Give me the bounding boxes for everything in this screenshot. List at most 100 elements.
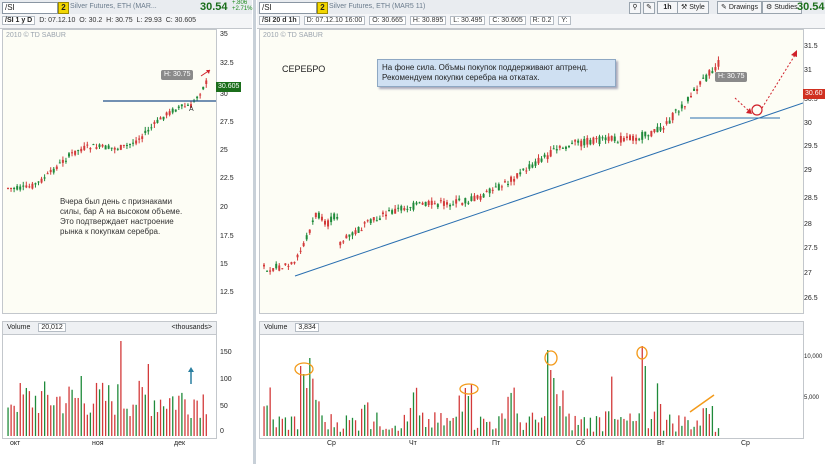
- volume-bar: [638, 413, 640, 436]
- left-ytick: 15: [220, 261, 228, 268]
- drawings-button[interactable]: ✎ Drawings: [717, 1, 763, 14]
- left-volume-panel[interactable]: Volume 20,012 <thousands>: [2, 321, 217, 439]
- timeframe-button[interactable]: 1h: [657, 1, 678, 14]
- volume-bar: [675, 431, 677, 436]
- volume-bar: [278, 416, 280, 436]
- right-toolbar: /SI 2 Silver Futures, ETH (MAR5 11) ⚲ ✎ …: [257, 0, 825, 15]
- candle: [272, 268, 275, 273]
- candle: [702, 74, 705, 80]
- volume-bar: [336, 422, 338, 436]
- candle: [577, 138, 580, 146]
- candle: [540, 156, 543, 163]
- volume-bar: [92, 403, 95, 436]
- left-price-panel[interactable]: 2010 © TD SABUR H: 30.75 Вчера был день …: [2, 29, 217, 314]
- candle: [357, 226, 360, 233]
- candle: [442, 198, 445, 210]
- right-period-label[interactable]: /SI 20 d 1h: [259, 16, 300, 25]
- volume-spike-circle: [544, 350, 558, 366]
- right-volume-value: 3,834: [295, 323, 319, 332]
- style-button[interactable]: ⚒ Style: [677, 1, 709, 14]
- volume-bar: [284, 417, 287, 436]
- candle: [278, 263, 281, 272]
- candle: [375, 216, 378, 222]
- left-ohlc-close: C: 30.605: [165, 17, 197, 24]
- volume-bar: [172, 396, 174, 436]
- left-volume-header: Volume 20,012 <thousands>: [3, 322, 216, 335]
- volume-bar: [574, 415, 576, 436]
- candle: [549, 146, 552, 158]
- candle: [662, 125, 665, 133]
- left-link-badge[interactable]: 2: [58, 2, 69, 14]
- volume-bar: [376, 412, 378, 436]
- volume-bar: [559, 406, 561, 436]
- volume-bar: [83, 403, 85, 436]
- volume-bar: [498, 416, 500, 436]
- candle: [452, 200, 455, 206]
- volume-bar: [202, 394, 204, 436]
- right-price-panel[interactable]: 2010 © TD SABUR СЕРЕБРО На фоне сила. Об…: [259, 29, 804, 314]
- volume-bar: [178, 395, 180, 436]
- left-period-label[interactable]: /SI 1 y D: [2, 16, 36, 25]
- candle: [150, 123, 153, 131]
- right-link-badge[interactable]: 2: [317, 2, 328, 14]
- candle: [436, 203, 439, 210]
- left-last-price: 30.54: [200, 1, 228, 13]
- candle: [10, 187, 13, 192]
- candle: [458, 195, 461, 202]
- candle: [25, 181, 28, 189]
- candle: [574, 139, 577, 146]
- left-volume-units[interactable]: <thousands>: [171, 324, 212, 331]
- volume-bar: [354, 420, 357, 436]
- volume-bar: [415, 387, 418, 436]
- candle: [363, 221, 366, 228]
- candle: [205, 78, 208, 88]
- candle: [586, 135, 589, 148]
- volume-bar: [339, 431, 341, 436]
- left-ytick: 27.5: [220, 119, 234, 126]
- volume-bar: [504, 418, 506, 436]
- studies-button[interactable]: ⚙ Studies: [762, 1, 802, 14]
- candle: [110, 147, 113, 152]
- candle: [674, 108, 677, 114]
- volume-bar: [65, 403, 67, 436]
- drawing-tool-icon[interactable]: ✎: [643, 2, 655, 14]
- volume-bar: [126, 408, 128, 436]
- volume-bar: [287, 429, 290, 436]
- volume-bar: [717, 428, 720, 436]
- candle: [714, 63, 717, 73]
- candle: [406, 205, 409, 213]
- right-volume-panel[interactable]: Volume 3,834: [259, 321, 804, 439]
- volume-bar: [647, 428, 649, 436]
- candle: [671, 111, 674, 124]
- candle: [610, 135, 613, 142]
- zoom-icon[interactable]: ⚲: [629, 2, 641, 14]
- left-note-line: силы, бар А на высоком объеме.: [60, 207, 183, 216]
- candle: [500, 184, 503, 191]
- volume-bar: [345, 415, 348, 436]
- candle: [595, 136, 598, 143]
- candle: [46, 171, 49, 175]
- right-symbol-input[interactable]: /SI: [259, 2, 317, 14]
- volume-bar: [315, 399, 317, 436]
- volume-bar: [120, 341, 122, 436]
- right-watermark: 2010 © TD SABUR: [263, 32, 323, 39]
- volume-bar: [537, 422, 540, 436]
- candle: [49, 167, 52, 175]
- left-price-axis[interactable]: 35 32.5 30 27.5 25 22.5 20 17.5 15 12.5 …: [216, 29, 252, 312]
- candle: [558, 144, 561, 151]
- candle: [40, 176, 43, 184]
- volume-bar: [199, 417, 201, 436]
- candle: [113, 146, 116, 154]
- candle: [629, 133, 631, 141]
- left-symbol-input[interactable]: /SI: [2, 2, 58, 14]
- right-price-axis[interactable]: 31.5 31 30.5 30 29.5 29 28.5 28 27.5 27 …: [803, 29, 825, 312]
- pullback-arrow: [734, 97, 751, 113]
- right-volume-chart: [263, 346, 720, 436]
- volume-bar: [580, 419, 582, 436]
- candle: [503, 179, 506, 184]
- volume-bar: [659, 403, 662, 436]
- left-xtick: окт: [10, 440, 21, 447]
- right-ytick: 26.5: [804, 295, 818, 302]
- pane-divider[interactable]: [253, 0, 256, 464]
- left-volume-chart: [7, 341, 207, 436]
